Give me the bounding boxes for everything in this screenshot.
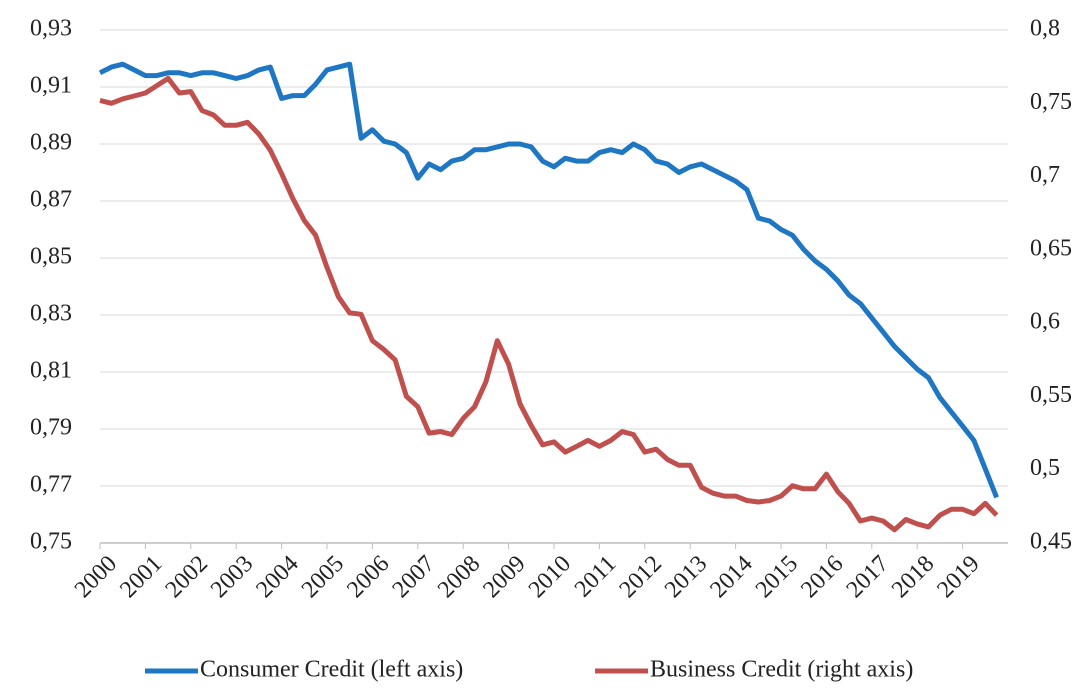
- x-tick-label: 2017: [842, 551, 894, 603]
- x-tick-label: 2009: [478, 551, 530, 603]
- y2-tick-label: 0,8: [1030, 16, 1060, 42]
- x-tick-label: 2007: [388, 551, 440, 603]
- data-line: [99, 75, 999, 533]
- x-tick-label: 2016: [796, 551, 848, 603]
- y2-tick-label: 0,7: [1030, 162, 1060, 188]
- x-tick-label: 2004: [251, 551, 303, 603]
- x-tick-label: 2008: [433, 551, 485, 603]
- y-tick-label: 0,85: [30, 244, 72, 270]
- legend-label: Consumer Credit (left axis): [200, 657, 463, 683]
- y2-tick-label: 0,55: [1030, 382, 1072, 408]
- x-tick-label: 2018: [887, 551, 939, 603]
- y-tick-label: 0,91: [30, 73, 72, 99]
- x-tick-label: 2010: [524, 551, 576, 603]
- x-tick-label: 2011: [570, 551, 622, 603]
- y2-tick-label: 0,5: [1030, 455, 1060, 481]
- y2-tick-label: 0,6: [1030, 309, 1060, 335]
- x-tick-label: 2014: [705, 551, 757, 603]
- x-tick-label: 2002: [161, 551, 213, 603]
- x-tick-label: 2003: [206, 551, 258, 603]
- y-tick-label: 0,89: [30, 130, 72, 156]
- y-tick-label: 0,79: [30, 415, 72, 441]
- x-tick-label: 2019: [932, 551, 984, 603]
- x-tick-label: 2005: [297, 551, 349, 603]
- data-line: [98, 61, 999, 499]
- y-tick-label: 0,83: [30, 301, 72, 327]
- y-tick-label: 0,77: [30, 472, 72, 498]
- y2-tick-label: 0,45: [1030, 529, 1072, 555]
- y-tick-label: 0,87: [30, 187, 72, 213]
- legend-label: Business Credit (right axis): [650, 657, 913, 683]
- y-tick-label: 0,93: [30, 16, 72, 42]
- x-tick-label: 2001: [115, 551, 167, 603]
- y2-tick-label: 0,65: [1030, 235, 1072, 261]
- x-tick-label: 2015: [751, 551, 803, 603]
- x-tick-label: 2006: [342, 551, 394, 603]
- y2-tick-label: 0,75: [1030, 89, 1072, 115]
- y-tick-label: 0,75: [30, 529, 72, 555]
- x-tick-label: 2013: [660, 551, 712, 603]
- x-tick-label: 2000: [70, 551, 122, 603]
- x-tick-label: 2012: [615, 551, 667, 603]
- y-tick-label: 0,81: [30, 358, 72, 384]
